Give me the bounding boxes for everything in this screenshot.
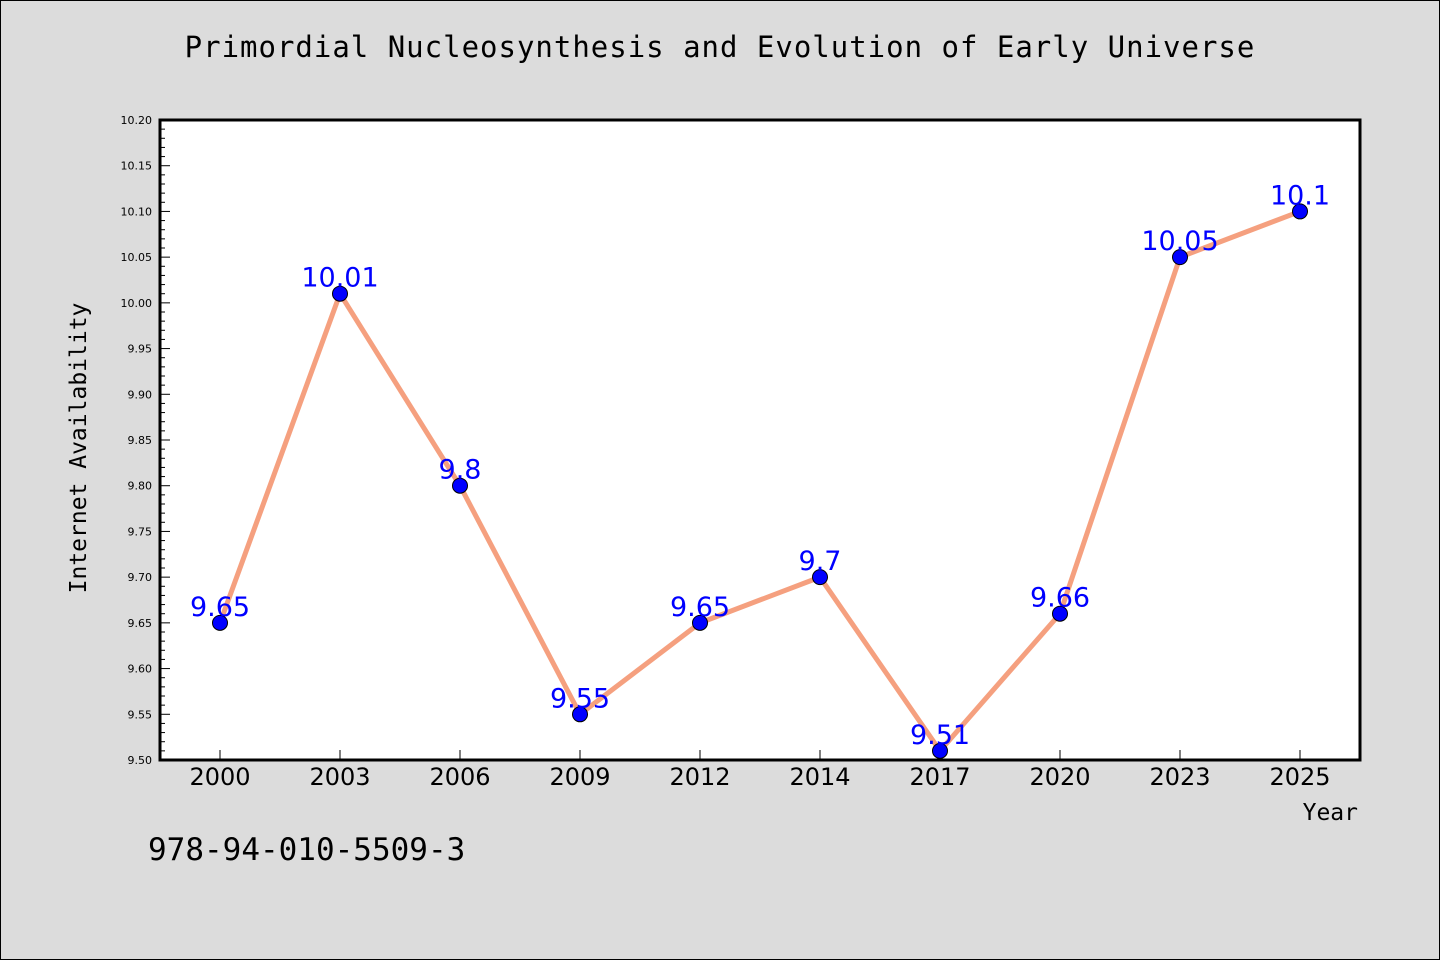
data-label: 9.66 (1030, 583, 1090, 614)
y-tick-label: 9.65 (128, 617, 153, 630)
x-axis-label: Year (1303, 800, 1358, 826)
x-tick-label: 2020 (1029, 763, 1090, 791)
x-tick-label: 2014 (789, 763, 850, 791)
data-label: 9.65 (670, 592, 730, 623)
data-point (332, 285, 348, 302)
x-tick-label: 2003 (309, 763, 370, 791)
series-line (217, 208, 1303, 754)
y-tick-label: 9.75 (128, 525, 153, 538)
data-point (932, 742, 948, 759)
y-tick-label: 9.60 (128, 663, 153, 676)
y-tick-label: 10.15 (121, 160, 153, 173)
y-tick-label: 9.50 (128, 754, 153, 767)
x-tick-label: 2000 (189, 763, 250, 791)
data-label: 9.51 (910, 720, 970, 751)
data-labels: 9.65 10.01 9.8 9.55 9.65 9.7 9.51 9.66 10.05 10.1 (190, 180, 1330, 750)
chart-title: Primordial Nucleosynthesis and Evolution… (184, 30, 1256, 64)
y-tick-label: 9.95 (128, 343, 153, 356)
y-tick-label: 9.70 (128, 571, 153, 584)
y-tick-label: 10.05 (121, 251, 153, 264)
y-tick-label: 9.80 (128, 480, 153, 493)
data-label: 9.8 (439, 455, 482, 486)
y-axis-label: Internet Availability (66, 303, 92, 594)
data-label: 9.7 (799, 546, 842, 577)
footer-code: 978-94-010-5509-3 (148, 832, 466, 868)
x-axis-ticks: 2000 2003 2006 2009 2012 2014 2017 2020 2023 2025 (189, 750, 1331, 791)
x-tick-label: 2006 (429, 763, 490, 791)
data-point (1292, 203, 1308, 220)
x-tick-label: 2012 (669, 763, 730, 791)
data-label: 9.55 (550, 683, 610, 714)
data-markers (212, 203, 1308, 759)
y-tick-label: 9.55 (128, 708, 153, 721)
y-axis-ticks: 9.50 9.55 9.60 9.65 9.70 9.75 9.80 9.85 9.90 9.95… (121, 114, 170, 767)
y-tick-label: 10.10 (121, 205, 153, 218)
data-label: 9.65 (190, 592, 250, 623)
y-tick-label: 9.85 (128, 434, 153, 447)
data-point (1052, 605, 1068, 622)
y-tick-label: 10.00 (121, 297, 153, 310)
x-tick-label: 2017 (909, 763, 970, 791)
data-point (212, 614, 228, 631)
data-label: 10.1 (1270, 180, 1330, 211)
data-point (452, 477, 468, 494)
data-point (1172, 249, 1188, 266)
x-tick-label: 2009 (549, 763, 610, 791)
y-tick-label: 10.20 (121, 114, 153, 127)
y-tick-label: 9.90 (128, 388, 153, 401)
data-point (812, 569, 828, 586)
x-tick-label: 2023 (1149, 763, 1210, 791)
data-label: 10.01 (301, 263, 378, 294)
data-point (692, 614, 708, 631)
x-tick-label: 2025 (1269, 763, 1330, 791)
data-label: 10.05 (1141, 226, 1218, 257)
plot-area (158, 118, 1362, 762)
data-point (572, 706, 588, 723)
